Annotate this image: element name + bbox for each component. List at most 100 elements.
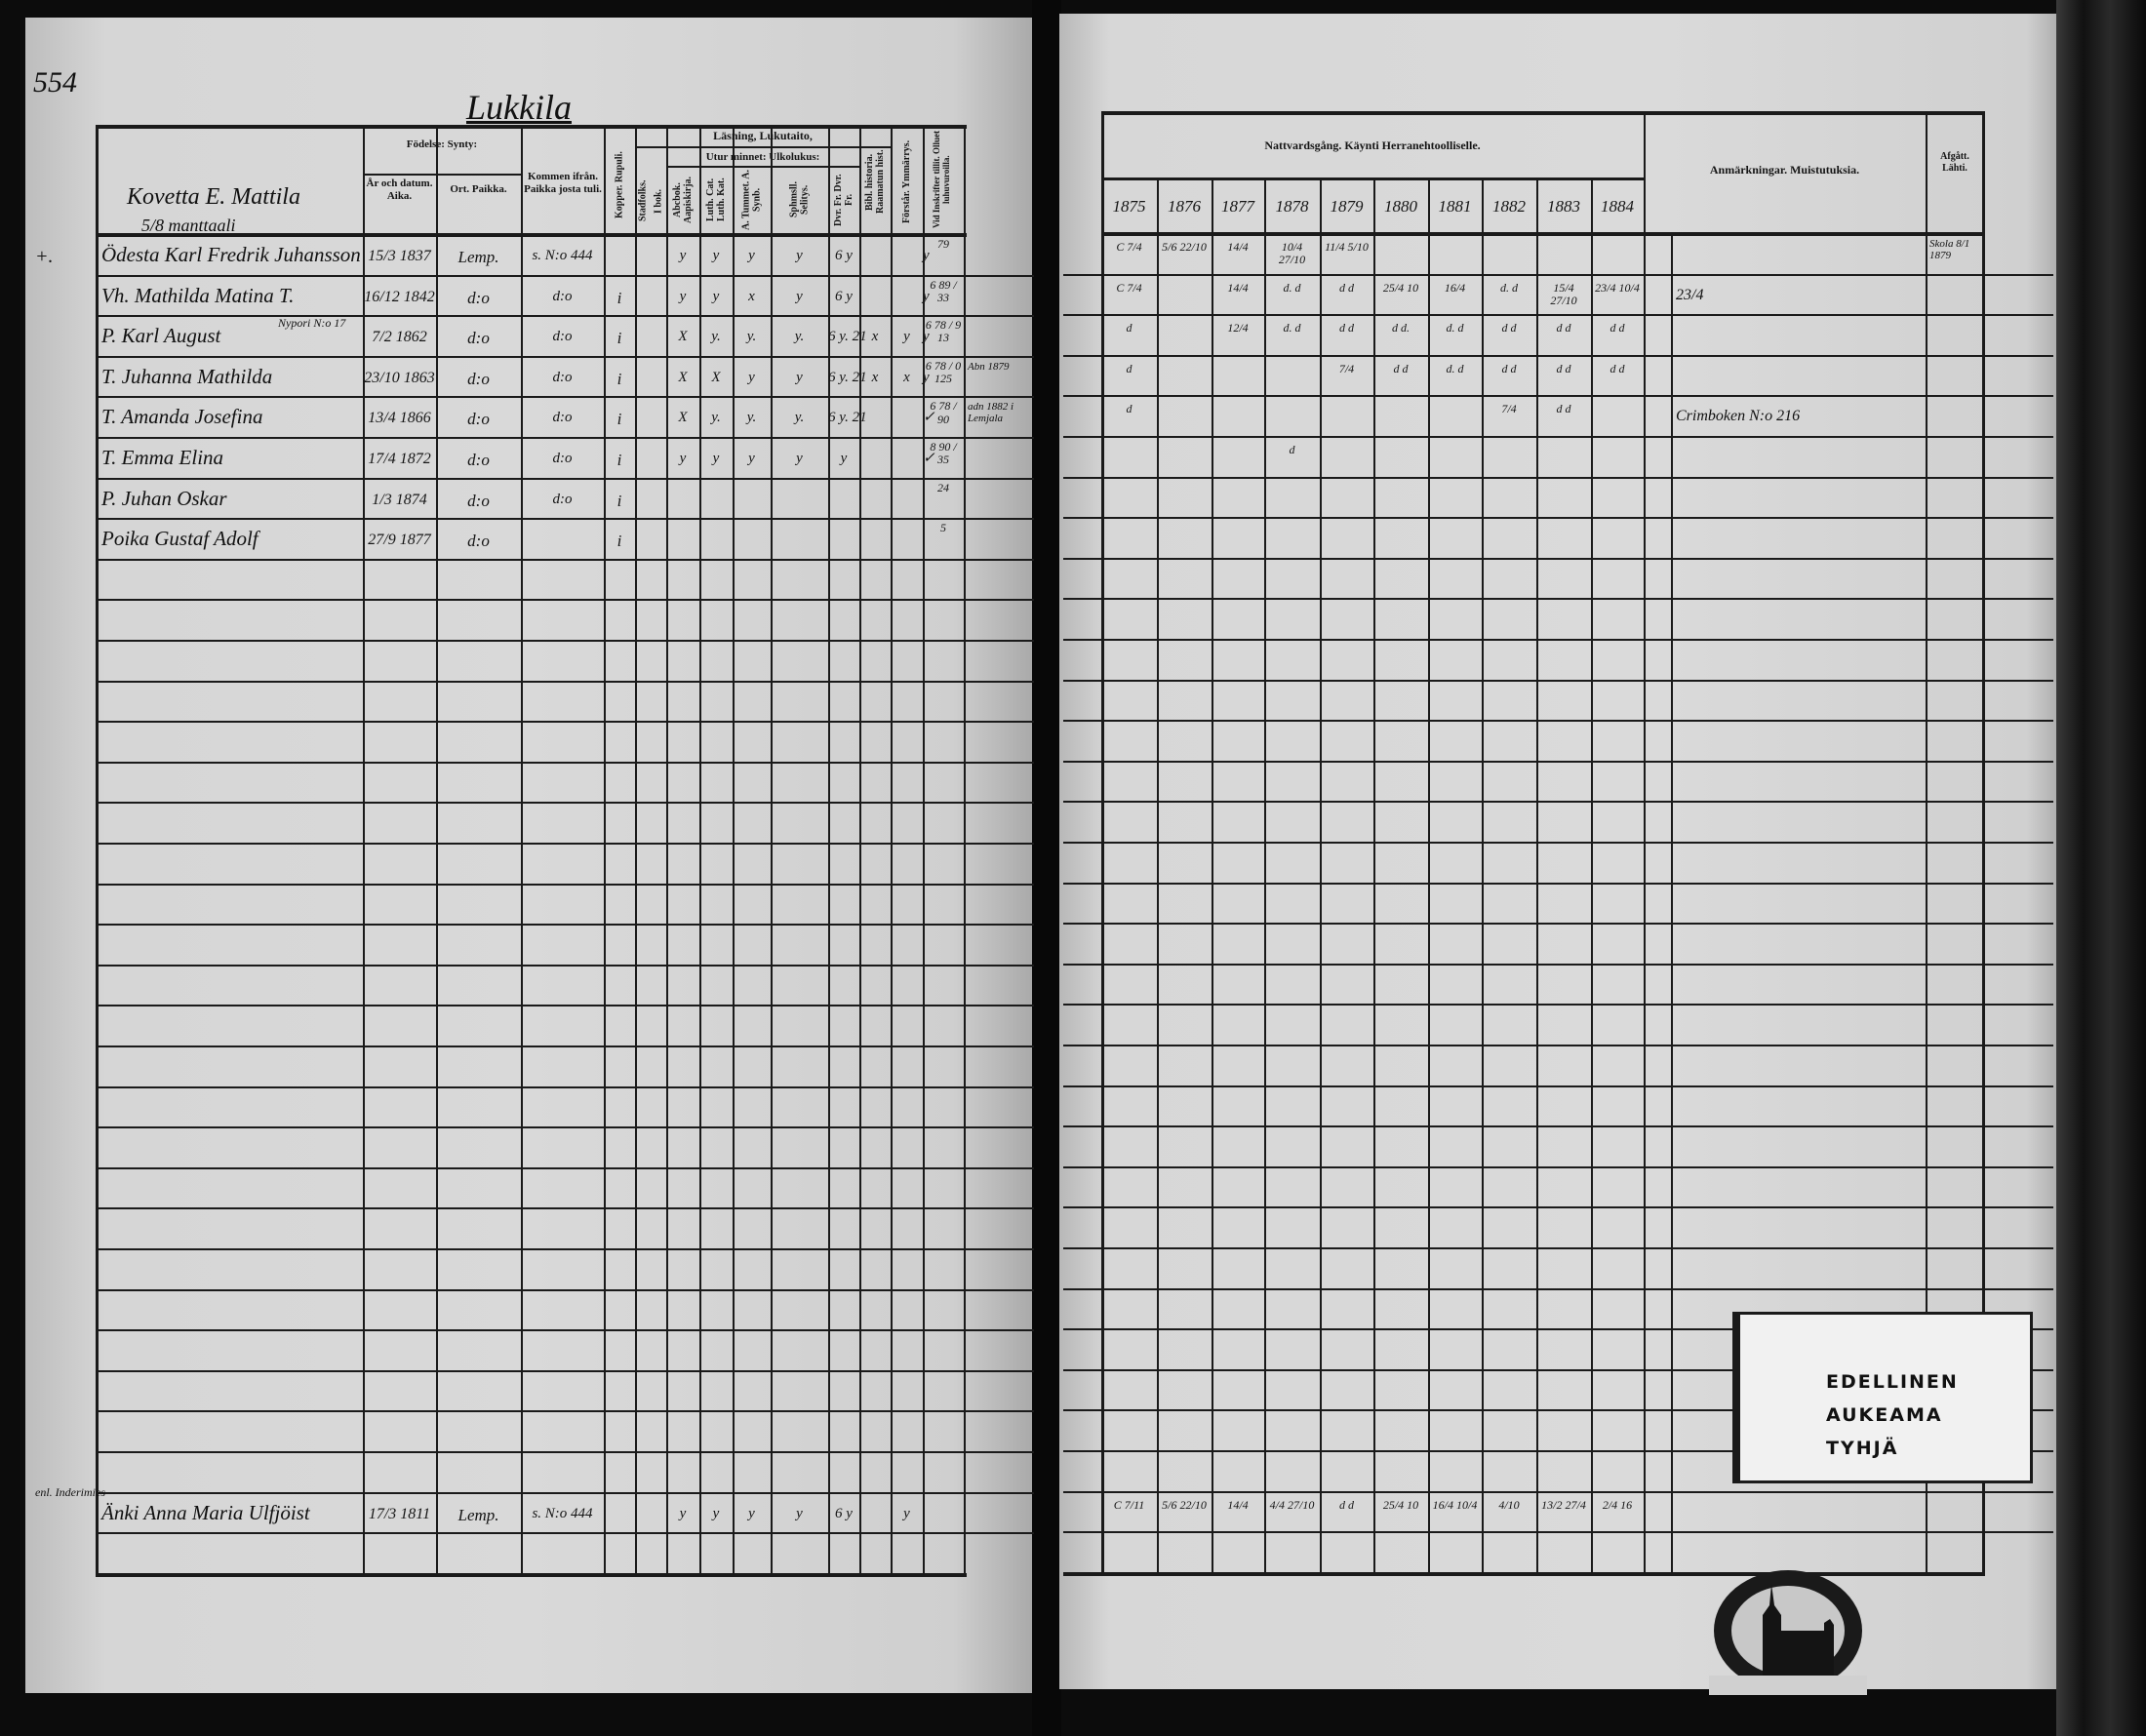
reading-mark: y [796, 369, 803, 385]
reading-mark: y. [794, 410, 805, 426]
communion-entry: d d. [1392, 321, 1410, 335]
reading-mark: y [923, 369, 930, 385]
reading-mark: y. [746, 329, 757, 345]
right-column-rule [1591, 178, 1593, 1574]
came-from: s. N:o 444 [532, 1505, 593, 1521]
person-name: Vh. Mathilda Matina T. [101, 283, 295, 307]
book-edge [2056, 0, 2146, 1736]
reading-mark: x [871, 329, 879, 345]
reading-mark: ✓ [923, 451, 935, 466]
reading-mark: y. [794, 329, 805, 345]
reading-mark: x [748, 288, 755, 304]
communion-entry: d d [1339, 280, 1354, 295]
came-from: s. N:o 444 [532, 248, 593, 263]
right-row-rule [1063, 1085, 2053, 1087]
communion-entry: 12/4 [1227, 321, 1249, 335]
communion-entry: d d [1610, 361, 1625, 375]
right-row-rule [1063, 720, 2053, 723]
communion-entry: d. d [1283, 280, 1301, 295]
header-explanation: Sphmsll. Selitys. [788, 181, 811, 218]
page-number: 554 [33, 66, 77, 99]
communion-entry: 15/4 27/10 [1550, 280, 1577, 307]
right-row-rule [1063, 882, 2053, 885]
left-row-rule [96, 802, 1034, 805]
empty-spread-notice: EDELLINEN AUKEAMA TYHJÄ [1732, 1312, 2033, 1483]
birth-place: d:o [467, 451, 490, 469]
reading-mark: y [712, 451, 720, 466]
header-remarks: Anmärkningar. Muistutuksia. [1709, 163, 1860, 177]
year-header: 1880 [1384, 197, 1417, 216]
hearing-score: 6 89 / 33 [930, 277, 957, 304]
right-row-rule [1063, 1490, 2053, 1493]
header-birth: Födelse: Synty: [406, 138, 478, 150]
reading-mark: y [903, 329, 910, 345]
left-column-rule [828, 127, 830, 1574]
person-name: T. Amanda Josefina [101, 405, 263, 429]
household-share: 5/8 manttaali [141, 216, 236, 235]
reading-mark: X [711, 369, 721, 385]
right-table-top-rule [1101, 111, 1984, 115]
left-column-rule [771, 127, 773, 1574]
birth-place: d:o [467, 410, 490, 429]
right-row-rule [1063, 314, 2053, 317]
birth-place: d:o [467, 369, 490, 388]
came-from: d:o [552, 451, 573, 466]
reading-mark: y [796, 1505, 803, 1521]
header-hearings: Vid Inskrifter tillit. Olluet luhuvuroil… [932, 131, 951, 228]
reading-mark: y. [711, 329, 721, 345]
person-name: T. Emma Elina [101, 446, 224, 469]
left-column-rule [436, 127, 438, 1574]
reading-mark: 6 y [835, 288, 853, 304]
left-column-rule [923, 127, 925, 1574]
communion-entry: d d [1610, 321, 1625, 335]
communion-entry: 16/4 [1444, 280, 1466, 295]
left-table-top-rule [96, 125, 967, 129]
birth-date: 15/3 1837 [368, 248, 431, 264]
book-spine [1032, 0, 1061, 1736]
header-smallpox: Kopper. Rupuli. [614, 151, 625, 218]
reading-mark: X [678, 369, 688, 385]
smallpox-mark: i [616, 451, 622, 469]
came-from: d:o [552, 288, 573, 304]
left-row-rule [96, 315, 1034, 318]
header-by-heart: Utur minnet: Ulkolukus: [705, 151, 820, 163]
reading-mark: y [923, 288, 930, 304]
reading-mark: y [712, 1505, 720, 1521]
header-a-tummet: A. Tummet. A. Synb. [740, 170, 763, 230]
left-column-rule [891, 127, 893, 1574]
communion-entry: d. d [1446, 361, 1464, 375]
came-from: d:o [552, 491, 573, 507]
left-row-rule [96, 518, 1034, 521]
smallpox-mark: i [616, 329, 622, 348]
left-column-rule [96, 127, 99, 1574]
birth-date: 23/10 1863 [364, 369, 435, 386]
year-header: 1875 [1112, 197, 1146, 216]
communion-entry: d d [1556, 321, 1571, 335]
right-row-rule [1063, 1165, 2053, 1168]
reading-mark: y [796, 288, 803, 304]
smallpox-mark: i [616, 410, 622, 429]
row-remark: Abn 1879 [968, 360, 1010, 373]
year-header: 1877 [1221, 197, 1254, 216]
communion-entry: d. d [1500, 280, 1518, 295]
came-from: d:o [552, 329, 573, 345]
right-row-rule [1063, 760, 2053, 763]
communion-entry: 25/4 10 [1382, 280, 1419, 295]
communion-entry: 11/4 5/10 [1325, 240, 1369, 254]
year-header: 1884 [1601, 197, 1634, 216]
communion-entry: 7/4 [1338, 361, 1355, 375]
birth-date: 27/9 1877 [368, 532, 431, 549]
header-departed: Afgått. Lähti. [1940, 151, 1969, 174]
right-row-rule [1063, 1125, 2053, 1128]
right-row-rule [1063, 1004, 2053, 1006]
left-column-rule [859, 127, 861, 1574]
communion-entry: 23/4 10/4 [1595, 280, 1640, 295]
birth-subheader-rule [363, 174, 521, 176]
right-row-rule [1063, 1409, 2053, 1412]
communion-entry: 13/2 27/4 [1541, 1497, 1586, 1512]
left-row-rule [96, 843, 1034, 845]
birth-date: 1/3 1874 [372, 491, 427, 508]
hearing-score: 5 [940, 521, 946, 535]
right-row-rule [1063, 395, 2053, 398]
reading-subheader-rule [635, 146, 891, 148]
